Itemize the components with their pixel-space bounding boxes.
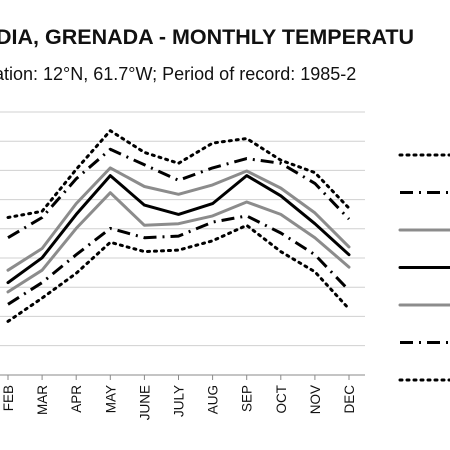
chart-subtitle: ation: 12°N, 61.7°W; Period of record: 1… bbox=[0, 64, 356, 84]
series-lines bbox=[6, 129, 351, 323]
series-line bbox=[7, 147, 351, 239]
series-line bbox=[6, 166, 351, 272]
series-line bbox=[6, 129, 351, 219]
x-tick-labels: FEB MAR APR MAY JUNE JULY AUG SEP OCT NOV DEC bbox=[1, 375, 357, 420]
series-line bbox=[6, 191, 351, 294]
x-tick-label: JUNE bbox=[137, 385, 152, 420]
x-tick-label: MAY bbox=[103, 385, 118, 413]
chart-title: DIA, GRENADA - MONTHLY TEMPERATU bbox=[0, 25, 414, 49]
x-tick-label: MAR bbox=[35, 385, 50, 415]
gridlines bbox=[0, 111, 365, 347]
x-tick-label: OCT bbox=[274, 385, 289, 414]
series-line bbox=[6, 174, 351, 285]
x-tick-label: FEB bbox=[1, 385, 16, 411]
legend bbox=[398, 153, 450, 382]
x-tick-label: JULY bbox=[172, 385, 187, 417]
x-tick-label: AUG bbox=[206, 385, 221, 414]
x-tick-label: DEC bbox=[342, 385, 357, 414]
series-line bbox=[7, 214, 351, 306]
x-tick-label: NOV bbox=[308, 385, 323, 414]
series-line bbox=[6, 223, 351, 323]
x-tick-label: APR bbox=[69, 385, 84, 413]
x-tick-label: SEP bbox=[240, 385, 255, 412]
